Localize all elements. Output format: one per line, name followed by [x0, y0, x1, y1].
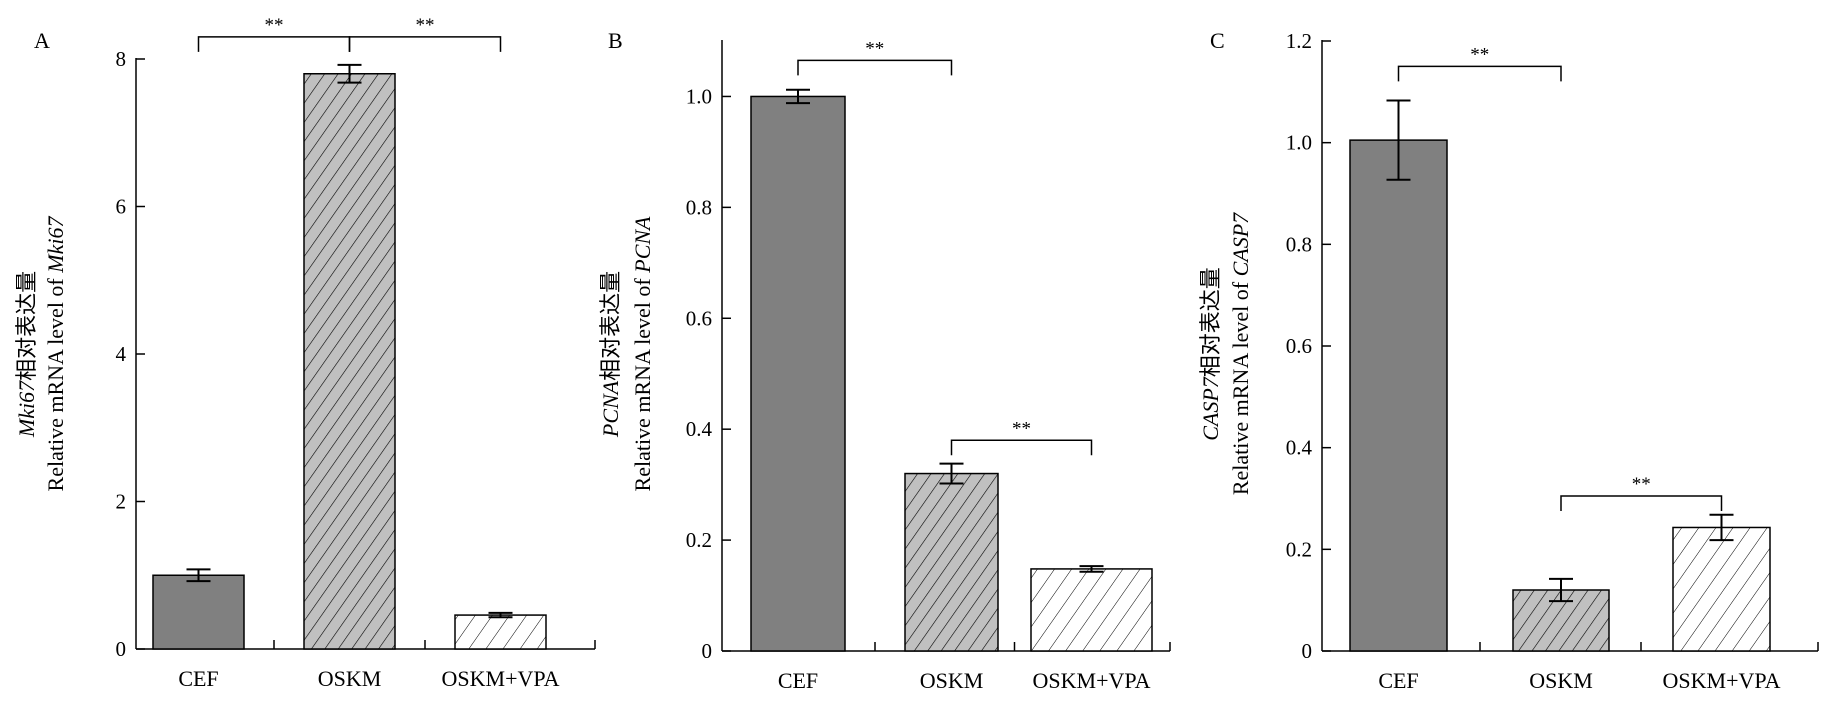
- panel-b-ylabel-gene: PCNA: [598, 380, 623, 438]
- panel-b-y-tick-label: 0.6: [686, 306, 712, 330]
- panel-a-ylabel-line1: Mki67相对表达量: [14, 271, 39, 438]
- panel-a-y-tick-label: 6: [116, 195, 127, 219]
- panel-b-y-tick-label: 1.0: [686, 84, 712, 108]
- panel-a-significance-bracket: [197, 36, 351, 52]
- panel-b-category-label: OSKM: [920, 668, 984, 693]
- panel-c-group: C 0 0.2 0.4 0.6 0.8 1.0 1.2 CEF OSKM OSKM+VPA ** ** C…: [1198, 28, 1819, 693]
- panel-a-ylabel-gene-english: Mki67: [43, 216, 68, 274]
- panel-a-significance-bracket: [348, 36, 502, 52]
- panel-a-ylabel-line2: Relative mRNA level of Mki67: [43, 216, 68, 492]
- panel-a-category-label: OSKM+VPA: [442, 666, 560, 691]
- panel-a-bar-cef: [152, 574, 245, 650]
- panel-c-bar-oskm: [1512, 589, 1610, 652]
- panel-b-bar-cef: [750, 95, 846, 652]
- panel-b-ylabel-line2: Relative mRNA level of PCNA: [630, 216, 655, 492]
- panel-a-y-tick-label: 8: [116, 47, 127, 71]
- panel-b-ylabel-english: Relative mRNA level of: [630, 273, 655, 492]
- panel-c-y-tick-label: 1.0: [1286, 131, 1312, 155]
- panel-a-y-tick-label: 2: [116, 490, 127, 514]
- panel-c-ylabel-line1: CASP7相对表达量: [1198, 267, 1223, 441]
- panel-a-bar-oskm-vpa: [454, 614, 547, 650]
- panel-c-significance-bracket: [1560, 495, 1723, 511]
- panel-b-significance-label: **: [1012, 418, 1031, 439]
- panel-c-ylabel-gene: CASP7: [1198, 376, 1223, 441]
- panel-a-ylabel-gene: Mki67: [14, 380, 39, 438]
- panel-b-y-tick-label: 0: [702, 639, 713, 663]
- panel-b-bar-oskm-vpa: [1030, 568, 1153, 652]
- panel-c-significance-bracket: [1397, 65, 1562, 82]
- panel-b-y-tick-label: 0.2: [686, 528, 712, 552]
- panel-b-significance-label: **: [865, 38, 884, 59]
- panel-c-category-label: OSKM: [1529, 668, 1593, 693]
- panel-c-y-tick-label: 0.6: [1286, 334, 1312, 358]
- panel-b-y-tick-label: 0.8: [686, 195, 712, 219]
- panel-c-y-tick-label: 0: [1302, 639, 1313, 663]
- panel-a-y-tick-label: 4: [116, 342, 127, 366]
- panel-b-ylabel-line1: PCNA相对表达量: [598, 271, 623, 438]
- panel-b-category-label: CEF: [778, 668, 818, 693]
- panel-b-bar-oskm: [904, 472, 999, 652]
- panel-c-y-tick-label: 0.8: [1286, 232, 1312, 256]
- panel-c-significance-label: **: [1470, 44, 1489, 65]
- panel-c-bar-oskm-vpa: [1672, 526, 1771, 652]
- panel-c-category-label: OSKM+VPA: [1663, 668, 1781, 693]
- panel-a-group: A 0 2 4 6 8 CEF OSKM OSKM+VPA ** ** Mki67相对表达量 Relat…: [14, 15, 596, 691]
- panel-b-ylabel-gene-english: PCNA: [630, 216, 655, 274]
- panel-a-y-tick-label: 0: [116, 637, 127, 661]
- panel-b-significance-bracket: [797, 59, 953, 76]
- panel-b-significance-bracket: [950, 439, 1093, 456]
- panel-c-y-tick-label: 0.2: [1286, 537, 1312, 561]
- panel-c-bar-cef: [1349, 139, 1448, 652]
- panel-c-y-tick-label: 1.2: [1286, 29, 1312, 53]
- panel-c-ylabel-chinese: 相对表达量: [1198, 267, 1223, 377]
- panel-c-ylabel-gene-english: CASP7: [1228, 212, 1253, 277]
- panel-a-significance-label: **: [416, 15, 435, 36]
- panel-c-y-tick-label: 0.4: [1286, 436, 1313, 460]
- panel-b-category-label: OSKM+VPA: [1033, 668, 1151, 693]
- panel-a-bar-oskm: [303, 73, 396, 650]
- panel-a-ylabel-chinese: 相对表达量: [14, 271, 39, 381]
- panel-c-letter: C: [1210, 28, 1225, 53]
- panel-c-significance-label: **: [1632, 474, 1651, 495]
- panel-c-category-label: CEF: [1378, 668, 1418, 693]
- panel-b-group: B 0 0.2 0.4 0.6 0.8 1.0 CEF OSKM OSKM+VPA ** ** PCNA…: [598, 28, 1171, 693]
- panel-a-category-label: OSKM: [318, 666, 382, 691]
- panel-b-letter: B: [608, 28, 623, 53]
- panel-a-letter: A: [34, 28, 50, 53]
- panel-b-ylabel-chinese: 相对表达量: [598, 271, 623, 381]
- panel-c-ylabel-line2: Relative mRNA level of CASP7: [1228, 212, 1253, 495]
- panel-a-ylabel-english: Relative mRNA level of: [43, 273, 68, 492]
- panel-b-y-tick-label: 0.4: [686, 417, 713, 441]
- panel-a-category-label: CEF: [178, 666, 218, 691]
- panel-a-significance-label: **: [265, 15, 284, 36]
- panel-c-ylabel-english: Relative mRNA level of: [1228, 276, 1253, 495]
